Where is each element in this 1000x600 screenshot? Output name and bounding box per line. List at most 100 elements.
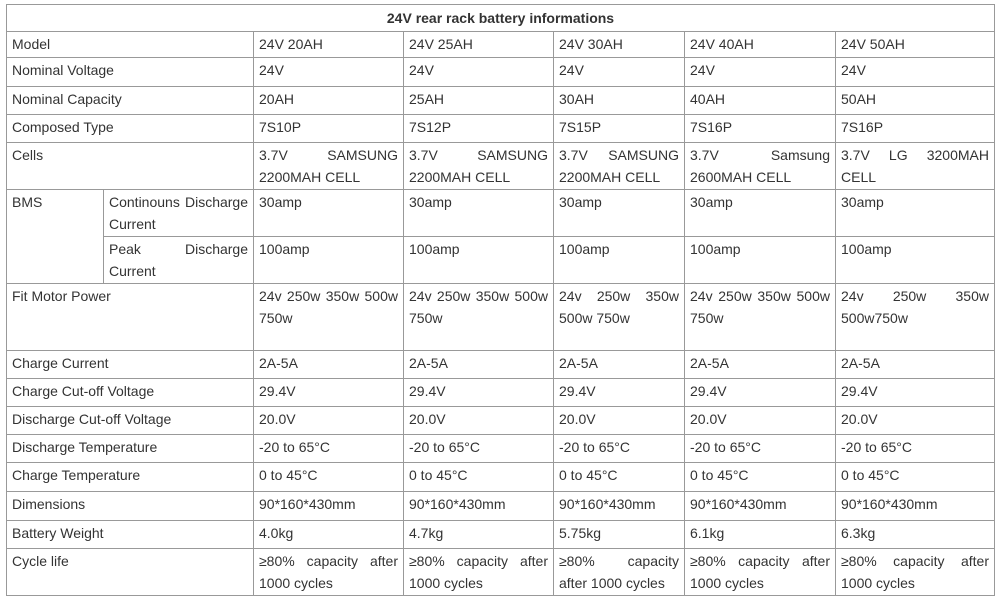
cell: 2A-5A	[835, 350, 995, 379]
row-label: Cells	[6, 142, 254, 190]
cell: 24v 250w 350w 500w 750w	[253, 283, 404, 351]
cell: 24v 250w 350w 500w 750w	[553, 283, 685, 351]
row-label: Discharge Temperature	[6, 434, 254, 463]
cell: 3.7V SAMSUNG 2200MAH CELL	[253, 142, 404, 190]
table-row: BMS Continouns Discharge Current 30amp 30am…	[6, 189, 995, 284]
cell: 7S12P	[403, 114, 554, 143]
cell: 24V 30AH	[553, 31, 685, 58]
cell: 90*160*430mm	[253, 491, 404, 521]
table-row: Charge Temperature 0 to 45°C 0 to 45°C 0 to…	[6, 462, 995, 492]
table-row: Fit Motor Power 24v 250w 350w 500w 750w 24…	[6, 283, 995, 351]
cell: 29.4V	[403, 378, 554, 407]
cell: 0 to 45°C	[553, 462, 685, 492]
cell: 0 to 45°C	[403, 462, 554, 492]
cell: 100amp	[553, 236, 685, 284]
cell: 24V 20AH	[253, 31, 404, 58]
cell: 40AH	[684, 86, 836, 115]
cell: 0 to 45°C	[684, 462, 836, 492]
cell: 24V	[553, 57, 685, 87]
cell: 30AH	[553, 86, 685, 115]
cell: 90*160*430mm	[553, 491, 685, 521]
cell: 30amp	[403, 189, 554, 237]
row-label: Fit Motor Power	[6, 283, 254, 351]
row-label: Composed Type	[6, 114, 254, 143]
row-label: Charge Current	[6, 350, 254, 379]
row-label: Battery Weight	[6, 520, 254, 549]
cell: 7S10P	[253, 114, 404, 143]
row-label: Charge Temperature	[6, 462, 254, 492]
cell: ≥80% capacity after 1000 cycles	[553, 548, 685, 596]
cell: 20AH	[253, 86, 404, 115]
title-row: 24V rear rack battery informations	[6, 4, 995, 32]
cell: 2A-5A	[403, 350, 554, 379]
row-label: Model	[6, 31, 254, 58]
cell: 7S15P	[553, 114, 685, 143]
cell: 29.4V	[835, 378, 995, 407]
cell: 24V	[403, 57, 554, 87]
cell: 6.1kg	[684, 520, 836, 549]
cell: 3.7V SAMSUNG 2200MAH CELL	[403, 142, 554, 190]
cell: 50AH	[835, 86, 995, 115]
cell: 20.0V	[553, 406, 685, 435]
sub-label: Peak Discharge Current	[103, 236, 254, 284]
cell: ≥80% capacity after 1000 cycles	[403, 548, 554, 596]
cell: 90*160*430mm	[684, 491, 836, 521]
cell: -20 to 65°C	[553, 434, 685, 463]
table-row: Battery Weight 4.0kg 4.7kg 5.75kg 6.1kg 6.3kg	[6, 520, 995, 549]
cell: 100amp	[684, 236, 836, 284]
table-row: Model 24V 20AH 24V 25AH 24V 30AH 24V 40AH 24V…	[6, 31, 995, 58]
cell: 100amp	[253, 236, 404, 284]
cell: 30amp	[684, 189, 836, 237]
cell: 24V	[684, 57, 836, 87]
cell: 7S16P	[835, 114, 995, 143]
cell: 100amp	[835, 236, 995, 284]
table-body: 24V rear rack battery informations Model…	[6, 4, 995, 596]
cell: 24V 50AH	[835, 31, 995, 58]
cell: 30amp	[253, 189, 404, 237]
cell: 2A-5A	[553, 350, 685, 379]
cell: -20 to 65°C	[684, 434, 836, 463]
cell: 20.0V	[684, 406, 836, 435]
cell: ≥80% capacity after 1000 cycles	[684, 548, 836, 596]
cell: 29.4V	[684, 378, 836, 407]
cell: 2A-5A	[684, 350, 836, 379]
row-label: Discharge Cut-off Voltage	[6, 406, 254, 435]
row-label: Charge Cut-off Voltage	[6, 378, 254, 407]
table-row: Composed Type 7S10P 7S12P 7S15P 7S16P 7S16P	[6, 114, 995, 143]
row-label: BMS	[6, 189, 104, 284]
row-label: Dimensions	[6, 491, 254, 521]
cell: 24V 25AH	[403, 31, 554, 58]
table-row: Discharge Cut-off Voltage 20.0V 20.0V 20.0V…	[6, 406, 995, 435]
battery-table: 24V rear rack battery informations Model…	[6, 4, 995, 596]
cell: 24v 250w 350w 500w 750w	[403, 283, 554, 351]
cell: 20.0V	[835, 406, 995, 435]
cell: 25AH	[403, 86, 554, 115]
row-label: Nominal Voltage	[6, 57, 254, 87]
cell: 4.0kg	[253, 520, 404, 549]
cell: 20.0V	[403, 406, 554, 435]
table-row: Cells 3.7V SAMSUNG 2200MAH CELL 3.7V SAMSU…	[6, 142, 995, 190]
cell: 24v 250w 350w 500w750w	[835, 283, 995, 351]
table-row: Cycle life ≥80% capacity after 1000 cycle…	[6, 548, 995, 596]
table-row: Nominal Voltage 24V 24V 24V 24V 24V	[6, 57, 995, 87]
cell: 24v 250w 350w 500w 750w	[684, 283, 836, 351]
cell: 90*160*430mm	[835, 491, 995, 521]
table-row: Dimensions 90*160*430mm 90*160*430mm 90*160…	[6, 491, 995, 521]
table-row: Charge Cut-off Voltage 29.4V 29.4V 29.4V 29.…	[6, 378, 995, 407]
cell: 24V	[253, 57, 404, 87]
table-row: Nominal Capacity 20AH 25AH 30AH 40AH 50AH	[6, 86, 995, 115]
cell: -20 to 65°C	[403, 434, 554, 463]
cell: 24V	[835, 57, 995, 87]
cell: 0 to 45°C	[835, 462, 995, 492]
cell: 3.7V LG 3200MAH CELL	[835, 142, 995, 190]
cell: 0 to 45°C	[253, 462, 404, 492]
table-row: Charge Current 2A-5A 2A-5A 2A-5A 2A-5A 2A-5A	[6, 350, 995, 379]
sub-label: Continouns Discharge Current	[103, 189, 254, 237]
cell: ≥80% capacity after 1000 cycles	[253, 548, 404, 596]
row-label: Cycle life	[6, 548, 254, 596]
cell: 30amp	[835, 189, 995, 237]
table-row: Peak Discharge Current 100amp 100amp 100amp…	[7, 236, 995, 284]
cell: 20.0V	[253, 406, 404, 435]
cell: 29.4V	[253, 378, 404, 407]
